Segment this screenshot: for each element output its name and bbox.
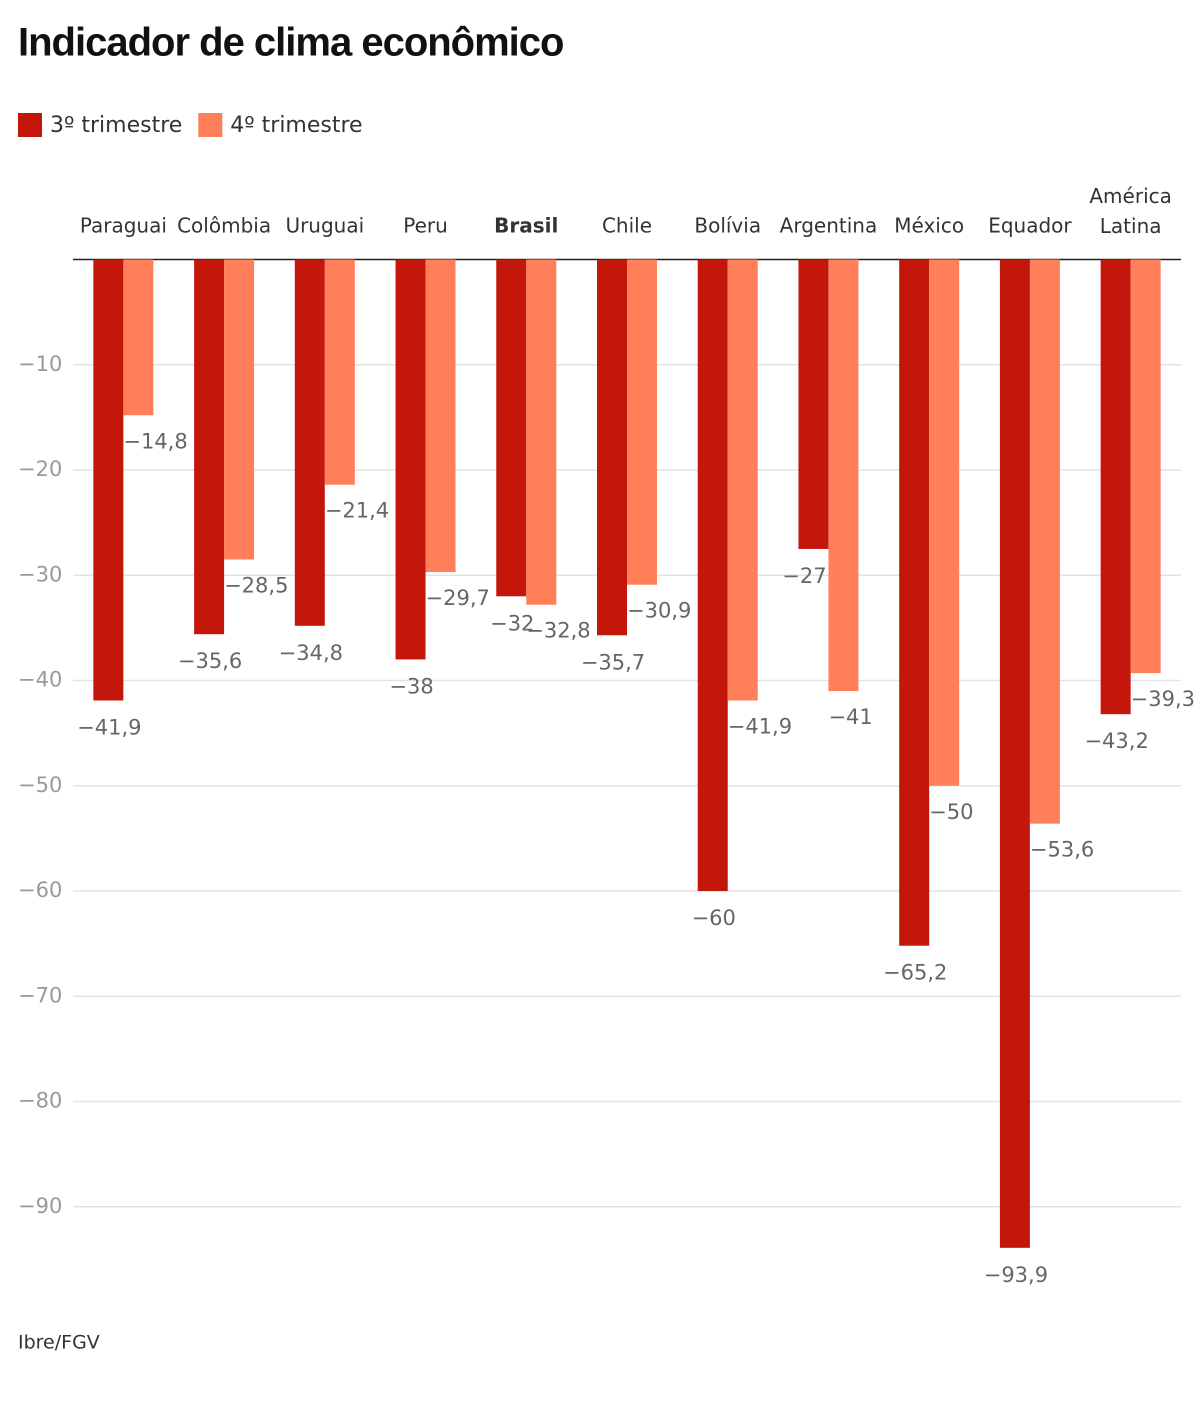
bar	[496, 259, 527, 597]
value-label: −65,2	[883, 961, 947, 985]
x-tick-label: Paraguai	[80, 214, 167, 238]
bar	[929, 259, 960, 786]
chart-title: Indicador de clima econômico	[18, 21, 563, 65]
value-label: −29,7	[426, 586, 490, 610]
value-label: −60	[692, 906, 736, 930]
x-tick-label: México	[894, 214, 964, 238]
bar	[1029, 259, 1060, 824]
value-label: −35,7	[581, 650, 645, 674]
bar	[93, 259, 124, 701]
legend-swatch	[198, 113, 223, 137]
x-tick-label: Brasil	[494, 214, 558, 238]
bar	[1130, 259, 1161, 674]
source: Ibre/FGV	[18, 1332, 100, 1354]
y-tick-label: −40	[18, 668, 62, 692]
x-tick-label: Equador	[988, 214, 1072, 238]
value-label: −38	[389, 674, 433, 698]
y-tick-label: −80	[18, 1089, 62, 1113]
x-tick-label: Bolívia	[694, 214, 761, 238]
value-label: −93,9	[984, 1263, 1048, 1287]
value-label: −41	[828, 705, 872, 729]
y-tick-label: −10	[18, 352, 62, 376]
value-label: −39,3	[1131, 687, 1195, 711]
bar	[697, 259, 728, 892]
bar	[123, 259, 154, 416]
bar	[828, 259, 859, 692]
bar	[395, 259, 426, 660]
value-label: −41,9	[77, 716, 141, 740]
bar	[425, 259, 456, 573]
y-tick-label: −30	[18, 562, 62, 586]
value-label: −50	[929, 800, 973, 824]
y-tick-label: −60	[18, 878, 62, 902]
value-label: −28,5	[224, 573, 288, 597]
bar	[798, 259, 829, 549]
bar	[324, 259, 355, 485]
x-tick-label: Uruguai	[285, 214, 364, 238]
x-tick-label: Colômbia	[177, 214, 271, 238]
bar	[999, 259, 1030, 1248]
value-label: −32,8	[526, 619, 590, 643]
value-label: −53,6	[1030, 838, 1094, 862]
legend-label: 4º trimestre	[230, 113, 362, 138]
bar	[597, 259, 627, 636]
bar	[899, 259, 930, 946]
value-label: −41,9	[728, 715, 792, 739]
value-label: −30,9	[627, 599, 691, 623]
bar	[526, 259, 557, 605]
bar	[1100, 259, 1131, 715]
value-label: −21,4	[325, 499, 389, 523]
bar	[194, 259, 225, 635]
bar	[627, 259, 657, 585]
value-label: −43,2	[1084, 729, 1148, 753]
x-tick-label: Peru	[403, 214, 448, 238]
bar	[294, 259, 325, 626]
y-tick-label: −50	[18, 773, 62, 797]
value-label: −32	[490, 611, 534, 635]
value-label: −14,8	[123, 429, 187, 453]
value-label: −34,8	[279, 641, 343, 665]
x-tick-label: Argentina	[780, 214, 878, 238]
x-tick-label: Chile	[602, 214, 652, 238]
value-label: −35,6	[178, 649, 242, 673]
bar	[727, 259, 758, 701]
y-tick-label: −70	[18, 983, 62, 1007]
legend-swatch	[18, 113, 42, 137]
bar	[224, 259, 255, 560]
y-tick-label: −20	[18, 457, 62, 481]
y-tick-label: −90	[18, 1194, 62, 1218]
x-tick-label: América Latina	[1089, 184, 1172, 238]
legend-label: 3º trimestre	[50, 113, 182, 138]
